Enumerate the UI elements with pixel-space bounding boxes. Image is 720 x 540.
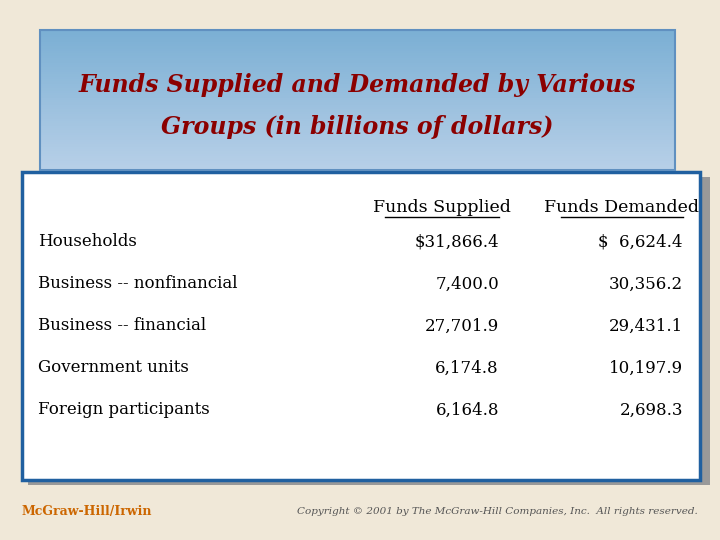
- Bar: [40, 123, 675, 126]
- Bar: [40, 156, 675, 158]
- Text: $31,866.4: $31,866.4: [415, 233, 499, 251]
- Bar: [40, 41, 675, 44]
- Bar: [40, 78, 675, 82]
- Bar: [40, 64, 675, 68]
- Bar: [40, 132, 675, 135]
- Bar: [40, 51, 675, 53]
- Bar: [40, 120, 675, 123]
- Bar: [40, 44, 675, 46]
- Bar: [40, 37, 675, 39]
- Bar: [40, 69, 675, 72]
- Bar: [40, 88, 675, 91]
- Bar: [40, 99, 675, 103]
- Text: 6,164.8: 6,164.8: [436, 402, 499, 418]
- Bar: [40, 85, 675, 89]
- Bar: [40, 163, 675, 165]
- Bar: [40, 153, 675, 156]
- Bar: [40, 39, 675, 42]
- Bar: [40, 48, 675, 51]
- Text: Government units: Government units: [38, 360, 189, 376]
- Bar: [40, 62, 675, 65]
- Bar: [40, 113, 675, 116]
- Bar: [40, 167, 675, 170]
- Bar: [28, 177, 710, 485]
- Bar: [40, 34, 675, 37]
- Bar: [40, 111, 675, 114]
- Bar: [40, 83, 675, 86]
- Text: 30,356.2: 30,356.2: [609, 275, 683, 293]
- Bar: [40, 53, 675, 56]
- Bar: [40, 57, 675, 60]
- Bar: [40, 92, 675, 96]
- Bar: [40, 141, 675, 144]
- Bar: [40, 139, 675, 142]
- Bar: [40, 95, 675, 98]
- Bar: [40, 109, 675, 112]
- Bar: [40, 130, 675, 133]
- Bar: [40, 102, 675, 105]
- Bar: [40, 144, 675, 147]
- Bar: [40, 76, 675, 79]
- Text: Funds Supplied: Funds Supplied: [373, 199, 511, 215]
- Bar: [22, 172, 700, 480]
- Bar: [40, 60, 675, 63]
- Text: 27,701.9: 27,701.9: [425, 318, 499, 334]
- Bar: [40, 30, 675, 170]
- Text: McGraw-Hill/Irwin: McGraw-Hill/Irwin: [22, 505, 153, 518]
- Bar: [40, 125, 675, 128]
- Text: Funds Supplied and Demanded by Various: Funds Supplied and Demanded by Various: [78, 73, 636, 97]
- Bar: [40, 67, 675, 70]
- Text: 6,174.8: 6,174.8: [436, 360, 499, 376]
- Bar: [40, 32, 675, 35]
- Bar: [40, 165, 675, 167]
- Text: 7,400.0: 7,400.0: [436, 275, 499, 293]
- Text: Groups (in billions of dollars): Groups (in billions of dollars): [161, 115, 553, 139]
- Text: Business -- nonfinancial: Business -- nonfinancial: [38, 275, 238, 293]
- Bar: [40, 74, 675, 77]
- Bar: [40, 71, 675, 75]
- Bar: [40, 55, 675, 58]
- Bar: [40, 104, 675, 107]
- Bar: [40, 160, 675, 163]
- Text: $  6,624.4: $ 6,624.4: [598, 233, 683, 251]
- Text: 29,431.1: 29,431.1: [608, 318, 683, 334]
- Bar: [40, 118, 675, 121]
- Text: Funds Demanded: Funds Demanded: [544, 199, 700, 215]
- Bar: [40, 97, 675, 100]
- Bar: [40, 137, 675, 140]
- Text: 10,197.9: 10,197.9: [609, 360, 683, 376]
- Text: 2,698.3: 2,698.3: [619, 402, 683, 418]
- Bar: [40, 158, 675, 161]
- Bar: [40, 148, 675, 151]
- Bar: [40, 134, 675, 137]
- Bar: [40, 81, 675, 84]
- Bar: [40, 106, 675, 109]
- Bar: [40, 46, 675, 49]
- Text: Business -- financial: Business -- financial: [38, 318, 206, 334]
- Bar: [40, 127, 675, 130]
- Text: Foreign participants: Foreign participants: [38, 402, 210, 418]
- Bar: [40, 90, 675, 93]
- Text: Households: Households: [38, 233, 137, 251]
- Bar: [40, 30, 675, 32]
- Text: Copyright © 2001 by The McGraw-Hill Companies, Inc.  All rights reserved.: Copyright © 2001 by The McGraw-Hill Comp…: [297, 508, 698, 516]
- Bar: [40, 116, 675, 119]
- Bar: [40, 146, 675, 149]
- Bar: [40, 151, 675, 154]
